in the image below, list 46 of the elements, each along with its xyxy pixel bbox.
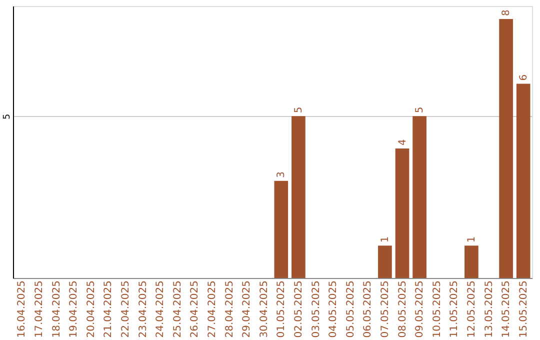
- x-tick-label: 26.04.2025: [190, 280, 201, 338]
- data-label: 1: [466, 236, 478, 243]
- x-tick-label: 05.05.2025: [345, 280, 356, 338]
- x-tick-label: 24.04.2025: [155, 280, 166, 338]
- x-tick-label: 18.04.2025: [51, 280, 62, 338]
- x-tick-label: 15.05.2025: [518, 280, 530, 338]
- x-tick-label: 29.04.2025: [242, 280, 253, 338]
- x-tick-label: 23.04.2025: [138, 280, 149, 338]
- x-tick-label: 01.05.2025: [276, 280, 288, 338]
- x-tick-label: 07.05.2025: [380, 280, 391, 338]
- bar: [378, 246, 392, 278]
- bar: [516, 84, 530, 278]
- x-tick-label: 14.05.2025: [501, 280, 512, 338]
- x-tick-label: 21.04.2025: [103, 280, 114, 338]
- bar: [464, 246, 478, 278]
- x-tick-label: 19.04.2025: [68, 280, 80, 338]
- x-tick-label: 28.04.2025: [224, 280, 236, 338]
- x-tick-label: 30.04.2025: [258, 280, 270, 338]
- x-tick-label: 06.05.2025: [362, 280, 374, 338]
- data-label: 5: [293, 106, 304, 114]
- bar: [292, 116, 306, 278]
- x-tick-label: 17.04.2025: [34, 280, 45, 338]
- x-tick-label: 12.05.2025: [466, 280, 478, 338]
- data-label: 3: [276, 171, 288, 178]
- x-tick-label: 10.05.2025: [432, 280, 443, 338]
- x-tick-label: 13.05.2025: [484, 280, 495, 338]
- x-tick-label: 03.05.2025: [310, 280, 322, 338]
- x-tick-label: 16.04.2025: [16, 280, 28, 338]
- x-tick-label: 20.04.2025: [86, 280, 97, 338]
- data-label: 8: [501, 10, 512, 16]
- x-tick-label: 22.04.2025: [120, 280, 132, 338]
- bar: [395, 148, 410, 278]
- bar: [412, 116, 426, 278]
- data-label: 5: [414, 106, 426, 114]
- x-tick-label: 09.05.2025: [414, 280, 426, 338]
- x-tick-label: 11.05.2025: [449, 280, 460, 338]
- x-tick-label: 02.05.2025: [293, 280, 304, 338]
- x-tick-label: 08.05.2025: [397, 280, 408, 338]
- x-tick-label: 04.05.2025: [328, 280, 340, 338]
- data-label: 1: [380, 236, 391, 243]
- data-label: 4: [397, 139, 408, 146]
- x-tick-label: 27.04.2025: [206, 280, 218, 338]
- bar: [274, 180, 288, 278]
- data-label: 6: [518, 74, 530, 81]
- bar: [499, 18, 513, 278]
- x-tick-label: 25.04.2025: [172, 280, 184, 338]
